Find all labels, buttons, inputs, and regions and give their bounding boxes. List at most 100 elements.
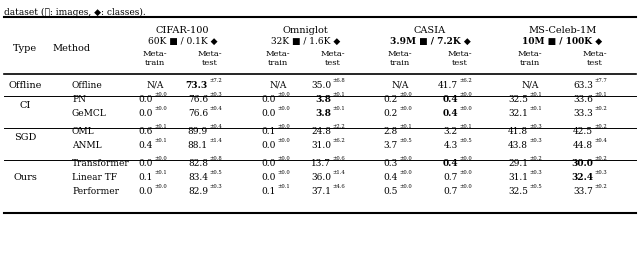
Text: 0.7: 0.7: [444, 186, 458, 195]
Text: ±2.2: ±2.2: [332, 124, 345, 129]
Text: 32K ■ / 1.6K ◆: 32K ■ / 1.6K ◆: [271, 37, 340, 46]
Text: ±0.0: ±0.0: [399, 156, 412, 161]
Text: ±0.3: ±0.3: [209, 93, 221, 98]
Text: 29.1: 29.1: [508, 159, 528, 168]
Text: Meta-
train: Meta- train: [388, 50, 412, 67]
Text: OML: OML: [72, 127, 95, 135]
Text: 0.1: 0.1: [139, 173, 153, 181]
Text: 43.8: 43.8: [508, 140, 528, 149]
Text: 0.0: 0.0: [139, 159, 153, 168]
Text: Meta-
test: Meta- test: [582, 50, 607, 67]
Text: ±0.1: ±0.1: [332, 93, 345, 98]
Text: ±0.0: ±0.0: [277, 93, 290, 98]
Text: 82.9: 82.9: [188, 186, 208, 195]
Text: 32.1: 32.1: [508, 109, 528, 118]
Text: 0.3: 0.3: [384, 159, 398, 168]
Text: ±0.0: ±0.0: [277, 170, 290, 175]
Text: 41.8: 41.8: [508, 127, 528, 135]
Text: ±0.3: ±0.3: [529, 170, 541, 175]
Text: ±0.1: ±0.1: [594, 93, 607, 98]
Text: 0.0: 0.0: [139, 109, 153, 118]
Text: Meta-
train: Meta- train: [143, 50, 167, 67]
Text: 89.9: 89.9: [188, 127, 208, 135]
Text: 3.7: 3.7: [384, 140, 398, 149]
Text: ±0.1: ±0.1: [529, 93, 541, 98]
Text: 31.1: 31.1: [508, 173, 528, 181]
Text: Method: Method: [53, 44, 91, 53]
Text: 3.9M ■ / 7.2K ◆: 3.9M ■ / 7.2K ◆: [390, 37, 470, 46]
Text: Performer: Performer: [72, 186, 119, 195]
Text: 44.8: 44.8: [573, 140, 593, 149]
Text: 82.8: 82.8: [188, 159, 208, 168]
Text: ±0.0: ±0.0: [154, 185, 167, 190]
Text: ±0.0: ±0.0: [459, 156, 472, 161]
Text: ±4.6: ±4.6: [332, 185, 345, 190]
Text: 88.1: 88.1: [188, 140, 208, 149]
Text: 4.3: 4.3: [444, 140, 458, 149]
Text: ±1.4: ±1.4: [332, 170, 345, 175]
Text: ±0.0: ±0.0: [399, 170, 412, 175]
Text: ±0.0: ±0.0: [459, 185, 472, 190]
Text: 0.0: 0.0: [262, 140, 276, 149]
Text: 32.4: 32.4: [571, 173, 593, 181]
Text: 0.2: 0.2: [384, 94, 398, 104]
Text: 0.0: 0.0: [262, 109, 276, 118]
Text: ±0.4: ±0.4: [594, 139, 607, 144]
Text: Linear TF: Linear TF: [72, 173, 117, 181]
Text: Ours: Ours: [13, 173, 37, 181]
Text: 0.6: 0.6: [139, 127, 153, 135]
Text: 76.6: 76.6: [188, 94, 208, 104]
Text: N/A: N/A: [269, 80, 287, 89]
Text: 41.7: 41.7: [438, 80, 458, 89]
Text: ±0.0: ±0.0: [277, 124, 290, 129]
Text: ±0.1: ±0.1: [459, 124, 472, 129]
Text: PN: PN: [72, 94, 86, 104]
Text: 37.1: 37.1: [311, 186, 331, 195]
Text: ±0.0: ±0.0: [459, 93, 472, 98]
Text: 33.3: 33.3: [573, 109, 593, 118]
Text: 0.5: 0.5: [383, 186, 398, 195]
Text: ±1.4: ±1.4: [209, 139, 221, 144]
Text: 0.7: 0.7: [444, 173, 458, 181]
Text: dataset (🖼: images, ◆: classes).: dataset (🖼: images, ◆: classes).: [4, 8, 146, 17]
Text: 0.4: 0.4: [139, 140, 153, 149]
Text: ±0.2: ±0.2: [594, 156, 607, 161]
Text: 3.8: 3.8: [315, 109, 331, 118]
Text: ±0.0: ±0.0: [459, 107, 472, 112]
Text: ±0.0: ±0.0: [277, 107, 290, 112]
Text: ±0.0: ±0.0: [154, 107, 167, 112]
Text: ±0.2: ±0.2: [594, 185, 607, 190]
Text: ±0.1: ±0.1: [154, 170, 167, 175]
Text: ±6.2: ±6.2: [332, 139, 345, 144]
Text: 2.8: 2.8: [384, 127, 398, 135]
Text: ±0.1: ±0.1: [332, 107, 345, 112]
Text: 0.0: 0.0: [139, 186, 153, 195]
Text: ±0.3: ±0.3: [594, 170, 607, 175]
Text: 0.4: 0.4: [442, 94, 458, 104]
Text: 0.0: 0.0: [262, 159, 276, 168]
Text: ±0.0: ±0.0: [154, 156, 167, 161]
Text: ±0.2: ±0.2: [594, 107, 607, 112]
Text: 60K ■ / 0.1K ◆: 60K ■ / 0.1K ◆: [148, 37, 217, 46]
Text: Offline: Offline: [72, 80, 103, 89]
Text: Meta-
train: Meta- train: [266, 50, 291, 67]
Text: 32.5: 32.5: [508, 94, 528, 104]
Text: 24.8: 24.8: [311, 127, 331, 135]
Text: ±0.3: ±0.3: [529, 124, 541, 129]
Text: ±0.1: ±0.1: [529, 107, 541, 112]
Text: ±7.7: ±7.7: [594, 78, 607, 83]
Text: Offline: Offline: [8, 80, 42, 89]
Text: ±0.2: ±0.2: [594, 124, 607, 129]
Text: 0.0: 0.0: [262, 94, 276, 104]
Text: 3.2: 3.2: [444, 127, 458, 135]
Text: ±0.3: ±0.3: [209, 185, 221, 190]
Text: ±0.0: ±0.0: [399, 185, 412, 190]
Text: ±0.5: ±0.5: [209, 170, 221, 175]
Text: ±0.8: ±0.8: [209, 156, 221, 161]
Text: ±0.1: ±0.1: [399, 124, 412, 129]
Text: ±7.2: ±7.2: [209, 78, 221, 83]
Text: ±0.1: ±0.1: [277, 185, 290, 190]
Text: CASIA: CASIA: [414, 26, 446, 35]
Text: ±0.1: ±0.1: [154, 139, 167, 144]
Text: Meta-
test: Meta- test: [321, 50, 346, 67]
